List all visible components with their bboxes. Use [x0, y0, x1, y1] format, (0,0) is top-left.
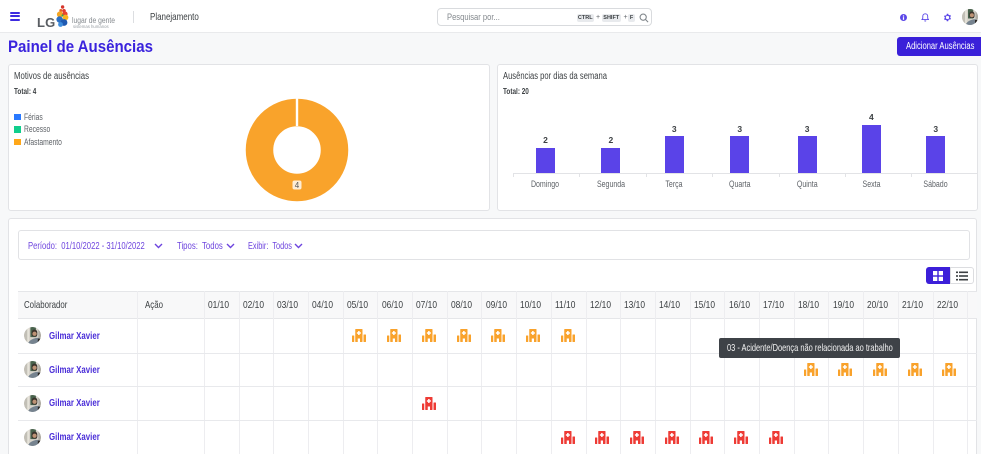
svg-text:4: 4 — [295, 181, 300, 190]
